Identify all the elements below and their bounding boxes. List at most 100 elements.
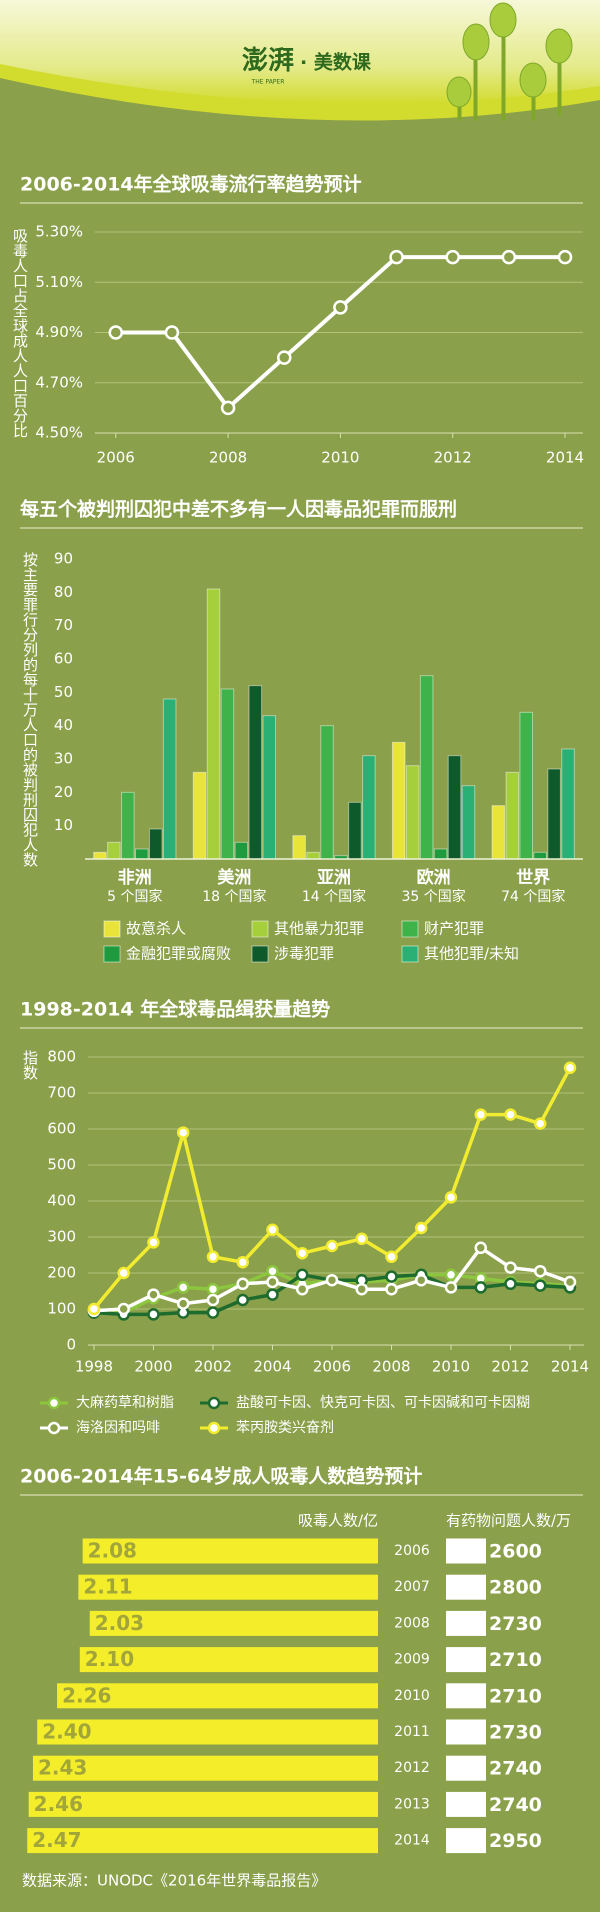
- y-tick-label: 40: [54, 716, 73, 734]
- point: [325, 1239, 339, 1253]
- point: [444, 1191, 458, 1204]
- legend-marker: [207, 1421, 221, 1435]
- bar-value-label: 2.47: [32, 1828, 81, 1852]
- legend-label: 涉毒犯罪: [274, 945, 334, 963]
- bar: [262, 715, 277, 860]
- y-tick-label: 50: [54, 683, 73, 701]
- y-tick-label: 80: [54, 583, 73, 601]
- x-tick-label: 2014: [551, 1358, 589, 1376]
- category-label: 亚洲: [317, 868, 351, 888]
- point: [563, 1275, 577, 1289]
- point: [355, 1282, 368, 1296]
- point: [176, 1281, 190, 1294]
- bar: [561, 748, 575, 860]
- point: [474, 1241, 488, 1255]
- y-tick-label: 800: [47, 1048, 76, 1066]
- bar-value-label: 2.26: [62, 1683, 111, 1707]
- year-label: 2006: [394, 1543, 430, 1559]
- point: [355, 1232, 368, 1246]
- value-box: [446, 1755, 486, 1781]
- point: [445, 249, 460, 265]
- point: [176, 1126, 190, 1139]
- value-label: 2730: [489, 1613, 542, 1635]
- y-tick-label: 4.70%: [35, 373, 83, 391]
- legend-label: 财产犯罪: [424, 920, 484, 938]
- legend-swatch: [401, 920, 419, 938]
- point: [108, 325, 124, 340]
- legend-label: 故意杀人: [126, 920, 186, 938]
- chart-title: 2006-2014年15-64岁成人吸毒人数趋势预计: [20, 1465, 422, 1488]
- category-note: 74 个国家: [501, 888, 565, 905]
- bar: [505, 771, 520, 860]
- point: [414, 1273, 428, 1287]
- point: [385, 1250, 398, 1264]
- x-tick-label: 2000: [134, 1358, 172, 1376]
- point: [206, 1282, 220, 1296]
- bar: [391, 741, 406, 860]
- y-tick-label: 600: [47, 1120, 76, 1138]
- bar: [206, 588, 221, 860]
- point: [557, 249, 573, 265]
- value-label: 2600: [489, 1541, 542, 1563]
- bar: [405, 765, 420, 860]
- point: [563, 1061, 577, 1075]
- value-label: 2710: [489, 1649, 542, 1671]
- point: [236, 1255, 249, 1269]
- bar: [306, 851, 320, 860]
- point: [534, 1279, 547, 1292]
- column-header: 有药物问题人数/万: [446, 1512, 571, 1530]
- value-label: 2730: [489, 1722, 542, 1744]
- x-tick-label: 2004: [253, 1358, 291, 1376]
- year-label: 2011: [394, 1724, 430, 1740]
- point: [385, 1282, 398, 1296]
- year-label: 2014: [394, 1833, 430, 1849]
- source: 数据来源：UNODC《2016年世界毒品报告》: [22, 1872, 326, 1890]
- category-label: 欧洲: [417, 867, 451, 888]
- year-label: 2007: [394, 1579, 430, 1595]
- bar: [135, 848, 149, 860]
- column-header: 吸毒人数/亿: [298, 1512, 378, 1530]
- header-trees: [446, 2, 573, 121]
- point: [87, 1302, 101, 1316]
- chart-title: 2006-2014年全球吸毒流行率趋势预计: [20, 173, 362, 196]
- bar: [27, 1828, 378, 1854]
- x-tick-label: 2010: [432, 1358, 470, 1376]
- point: [474, 1281, 488, 1294]
- bar: [37, 1719, 378, 1745]
- point: [534, 1264, 547, 1278]
- bar-value-label: 2.43: [38, 1756, 87, 1780]
- legend-label: 大麻药草和树脂: [76, 1395, 174, 1411]
- value-box: [446, 1647, 486, 1673]
- point: [236, 1293, 249, 1307]
- point: [266, 1288, 279, 1301]
- legend-marker: [207, 1396, 221, 1410]
- point: [117, 1302, 130, 1316]
- bar-value-label: 2.03: [95, 1611, 144, 1635]
- legend-swatch: [251, 945, 269, 963]
- x-tick-label: 2012: [434, 449, 472, 467]
- y-tick-label: 30: [54, 750, 73, 768]
- year-label: 2008: [394, 1615, 430, 1631]
- bar: [491, 805, 506, 860]
- category-note: 18 个国家: [202, 888, 266, 905]
- point: [147, 1288, 160, 1301]
- legend-label: 海洛因和吗啡: [76, 1420, 160, 1436]
- category-label: 非洲: [118, 867, 152, 888]
- brand: · 美数课: [300, 51, 372, 74]
- point: [295, 1268, 309, 1282]
- point: [325, 1273, 339, 1287]
- value-box: [446, 1828, 486, 1854]
- y-tick-label: 700: [47, 1084, 76, 1102]
- bar: [433, 848, 448, 860]
- bar: [533, 851, 547, 860]
- year-label: 2009: [394, 1652, 430, 1668]
- bar: [57, 1683, 378, 1709]
- x-tick-label: 2012: [491, 1358, 529, 1376]
- y-tick-label: 100: [47, 1300, 76, 1318]
- value-label: 2950: [489, 1830, 542, 1852]
- bar: [220, 688, 235, 860]
- y-axis-label: 按主要罪行分列的每十万人口的被判刑囚犯人数: [21, 552, 39, 867]
- x-tick-label: 2006: [313, 1358, 351, 1376]
- point: [147, 1308, 160, 1321]
